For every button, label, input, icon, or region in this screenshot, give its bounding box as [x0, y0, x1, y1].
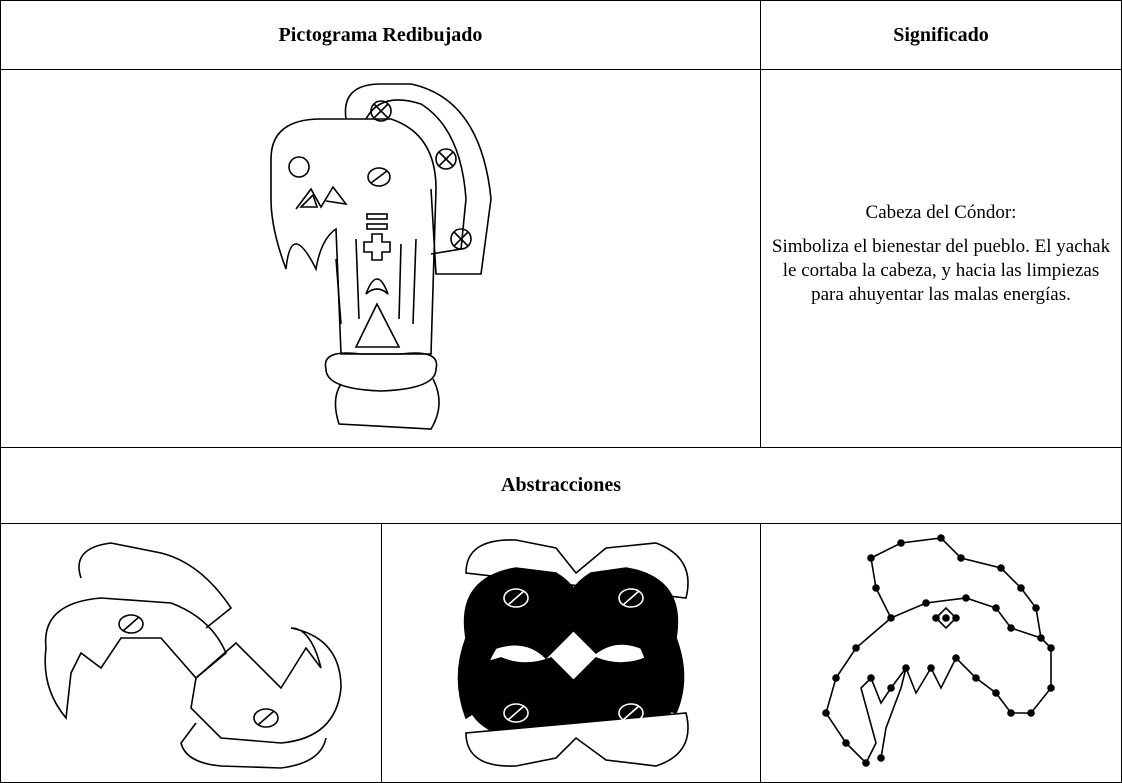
abstraction-cell — [760, 523, 1122, 783]
abstraction-cell — [381, 523, 761, 783]
abstraction-cell — [0, 523, 382, 783]
abstraction-outline — [44, 542, 342, 769]
abstraction-solid — [457, 539, 689, 767]
pictogram-cell — [0, 69, 761, 448]
header-cell: Significado — [760, 0, 1122, 70]
header-meaning: Significado — [893, 23, 989, 46]
meaning-text: Simboliza el bienestar del pueblo. El ya… — [771, 235, 1111, 305]
meaning-caption: Cabeza del Cóndor: — [865, 201, 1017, 223]
section-cell: Abstracciones — [0, 447, 1122, 524]
meaning-cell: Cabeza del Cóndor: Simboliza el bienesta… — [760, 69, 1122, 448]
condor-pictogram — [269, 82, 492, 430]
header-cell: Pictograma Redibujado — [0, 0, 761, 70]
abstraction-dots — [822, 534, 1055, 767]
header-title: Pictograma Redibujado — [278, 23, 483, 46]
section-title: Abstracciones — [501, 474, 621, 496]
